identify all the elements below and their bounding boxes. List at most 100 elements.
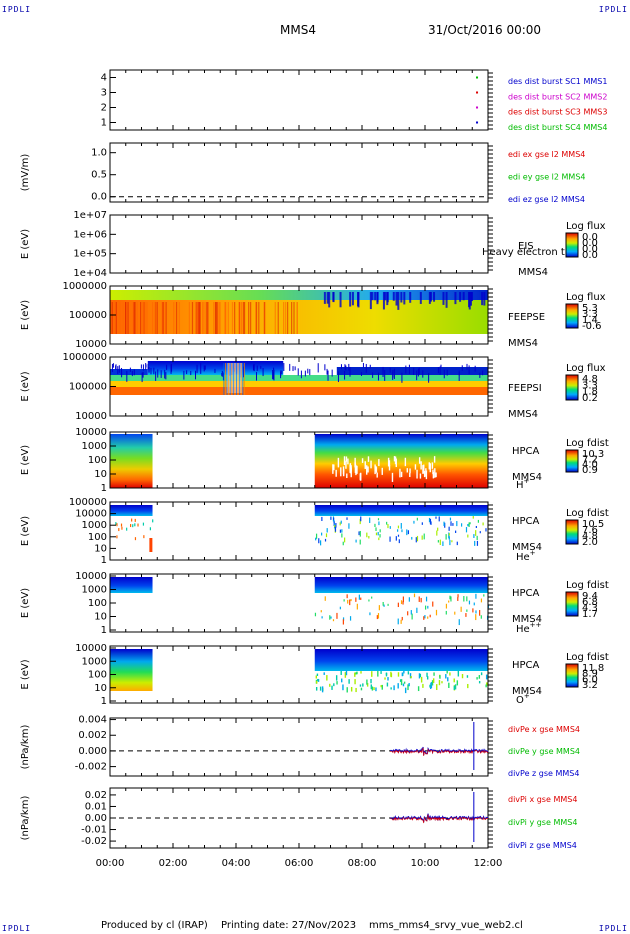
hpca-he2-speck [457, 597, 459, 601]
hpca-he1-speck [379, 529, 381, 533]
trace-x-divpi [390, 814, 489, 824]
feeps-i-speck [289, 363, 291, 371]
hpca-o-speck [316, 673, 319, 676]
hpca-he1-speck [449, 517, 452, 521]
y-tick-label: 100 [88, 670, 107, 681]
y-tick-label: 1e+05 [73, 249, 107, 260]
y-axis-label: E (eV) [20, 445, 31, 475]
corner-label-bottom-left: IPDLI [2, 924, 32, 933]
feeps-i-speck [200, 363, 202, 374]
feeps-i-gap-stripe [234, 363, 236, 395]
hpca-o-speck [478, 681, 481, 684]
hpca-he2-speck [400, 619, 402, 624]
feeps-e-stripe [215, 302, 217, 334]
hpca-he1-speck [475, 530, 477, 536]
feeps-e-dropout [409, 292, 412, 303]
feeps-i-gap-stripe [242, 363, 244, 395]
feeps-e-dropout [429, 292, 432, 302]
hpca-he2-speck [411, 613, 413, 620]
hpca-he1-left-speck [120, 523, 123, 527]
feeps-e-stripe [224, 302, 226, 334]
y-tick-label: 100000 [69, 497, 107, 508]
hpca-h-hole [346, 473, 348, 479]
feeps-e-dropout [403, 292, 406, 305]
hpca-o-speck [403, 681, 406, 684]
hpca-h-hole [366, 465, 368, 475]
hpca-he1-speck [339, 529, 342, 533]
feeps-i-speck [111, 363, 113, 373]
hpca-h-hole [345, 460, 347, 469]
hpca-he2-speck [314, 612, 317, 617]
hpca-o-speck [390, 673, 393, 678]
y-tick-label: 0.01 [85, 801, 107, 812]
hpca-he1-left-speck [142, 522, 145, 526]
x-tick-label: 02:00 [159, 858, 188, 869]
feeps-i-speck [369, 364, 371, 369]
hpca-h-hole [431, 462, 434, 469]
right-label: EIS [518, 241, 534, 252]
y-tick-label: 1 [101, 555, 107, 566]
feeps-e-stripe [213, 302, 215, 334]
feeps-i-speck [428, 372, 430, 383]
feeps-i-speck [190, 370, 192, 376]
hpca-o-speck [315, 675, 317, 679]
hpca-o-speck [356, 671, 358, 675]
feeps-i-speck [129, 367, 131, 372]
y-tick-label: 0.02 [85, 790, 107, 801]
feeps-i-speck [349, 366, 351, 377]
species-label: H+ [516, 477, 530, 491]
feeps-e-stripe [207, 302, 209, 334]
hpca-he2-speck [343, 599, 345, 602]
feeps-i-speck [148, 367, 150, 373]
hpca-he1-speck [406, 529, 408, 536]
feeps-e-stripe [234, 302, 236, 334]
feeps-i-speck [283, 363, 285, 371]
feeps-i-speck [392, 369, 394, 378]
hpca-o-speck [478, 675, 481, 679]
right-label: HPCA [512, 516, 540, 527]
hpca-o-speck [403, 670, 405, 674]
hpca-h-hole [381, 467, 383, 475]
y-axis-label: (mV/m) [20, 154, 31, 192]
hpca-he1-speck [359, 539, 361, 545]
y-axis-label: E (eV) [20, 588, 31, 618]
hpca-o-speck [404, 687, 407, 694]
hpca-he1-speck [456, 521, 458, 527]
hpca-h-hole [409, 472, 411, 477]
hpca-h-hole [429, 463, 431, 473]
hpca-he1-speck [428, 517, 431, 523]
feeps-e-stripe [231, 302, 234, 334]
hpca-h-hole [409, 468, 411, 474]
feeps-i-speck [157, 369, 159, 378]
feeps-i-speck [281, 370, 283, 375]
hpca-he1-speck [455, 530, 457, 533]
colorbar-tick: 7.2 [582, 454, 598, 465]
colorbar-tick: 0.2 [582, 393, 598, 404]
colorbar-tick: 0.0 [582, 244, 598, 255]
y-tick-label: 1000 [82, 585, 107, 596]
hpca-o-speck [409, 673, 412, 679]
hpca-o-speck [466, 675, 469, 678]
hpca-o-speck [480, 672, 483, 676]
feeps-e-stripe [243, 302, 246, 334]
colorbar-title: Log fdist [566, 508, 609, 519]
feeps-e-stripe [165, 302, 167, 334]
hpca-he2-speck [321, 616, 323, 619]
hpca-he1-speck [460, 523, 463, 527]
hpca-o-speck [485, 684, 487, 688]
hpca-h-hole [423, 470, 426, 478]
feeps-i-speck [461, 365, 463, 371]
colorbar [565, 519, 579, 545]
hpca-o-speck [445, 674, 447, 679]
feeps-e-dropout [374, 292, 377, 301]
legend-entry: divPe y gse MMS4 [508, 747, 580, 756]
hpca-h-hole [375, 467, 378, 473]
hpca-o-speck [430, 682, 432, 687]
feeps-i-speck [118, 365, 120, 373]
hpca-he1-speck [477, 519, 479, 523]
hpca-he2-speck [466, 609, 468, 612]
burst-marker [476, 106, 479, 109]
hpca-he1-speck [339, 522, 341, 526]
feeps-i-speck [221, 372, 223, 377]
hpca-he1-left-block [110, 505, 153, 516]
